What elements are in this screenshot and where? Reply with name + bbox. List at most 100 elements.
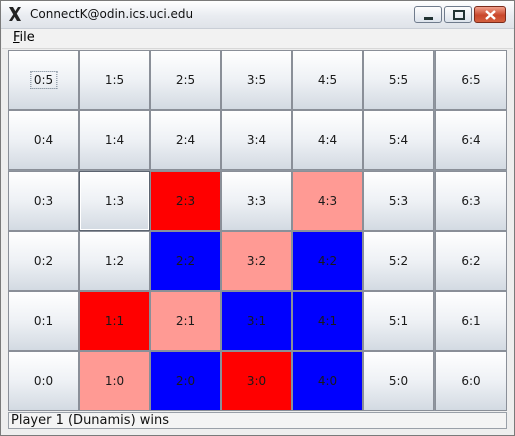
board-cell-label: 4:3 [317, 194, 338, 208]
board-cell-5-3[interactable]: 5:3 [363, 171, 434, 231]
board-cell-label: 6:2 [461, 254, 481, 268]
board-cell-label: 2:4 [175, 133, 196, 147]
game-board: 0:5 1:5 2:5 3:5 4:5 5:5 6:5 0:4 1:4 2:4 3:4 4:4 5:4 6… [8, 50, 507, 411]
board-cell-label: 1:1 [104, 314, 125, 328]
board-cell-4-2[interactable]: 4:2 [292, 231, 363, 291]
board-cell-1-1[interactable]: 1:1 [79, 291, 150, 351]
board-cell-label: 1:5 [104, 73, 125, 87]
board-cell-label: 6:5 [461, 73, 481, 87]
board-cell-3-4[interactable]: 3:4 [221, 110, 292, 170]
board-cell-3-1[interactable]: 3:1 [221, 291, 292, 351]
board-cell-6-4[interactable]: 6:4 [435, 110, 507, 170]
board-cell-1-0[interactable]: 1:0 [79, 351, 150, 411]
close-button[interactable] [474, 6, 506, 23]
board-cell-3-5[interactable]: 3:5 [221, 50, 292, 110]
minimize-icon [424, 17, 433, 20]
board-cell-4-5[interactable]: 4:5 [292, 50, 363, 110]
board-cell-label: 6:4 [461, 133, 481, 147]
title-bar[interactable]: ConnectK@odin.ics.uci.edu [1, 1, 514, 29]
board-cell-label: 5:0 [388, 374, 409, 388]
board-cell-label: 3:3 [246, 194, 267, 208]
board-cell-6-3[interactable]: 6:3 [435, 171, 507, 231]
board-cell-2-4[interactable]: 2:4 [150, 110, 221, 170]
window-title: ConnectK@odin.ics.uci.edu [30, 7, 194, 21]
board-cell-1-5[interactable]: 1:5 [79, 50, 150, 110]
board-cell-label: 6:1 [461, 314, 481, 328]
board-cell-2-5[interactable]: 2:5 [150, 50, 221, 110]
x-window-icon [9, 7, 21, 21]
board-cell-2-2[interactable]: 2:2 [150, 231, 221, 291]
board-cell-0-3[interactable]: 0:3 [8, 171, 79, 231]
board-cell-label: 3:4 [246, 133, 267, 147]
board-cell-3-0[interactable]: 3:0 [221, 351, 292, 411]
board-cell-4-4[interactable]: 4:4 [292, 110, 363, 170]
close-icon [485, 10, 496, 20]
board-cell-label: 3:0 [246, 374, 267, 388]
board-cell-label: 5:1 [388, 314, 409, 328]
board-cell-1-3[interactable]: 1:3 [79, 171, 150, 231]
board-cell-label: 1:2 [104, 254, 125, 268]
board-cell-label: 5:2 [388, 254, 409, 268]
menu-file-rest: ile [19, 30, 35, 45]
board-cell-label: 2:3 [175, 194, 196, 208]
board-cell-5-0[interactable]: 5:0 [363, 351, 434, 411]
board-cell-label: 3:5 [246, 73, 267, 87]
board-cell-4-3[interactable]: 4:3 [292, 171, 363, 231]
board-cell-label: 3:2 [246, 254, 267, 268]
board-cell-label: 4:4 [317, 133, 338, 147]
board-cell-2-0[interactable]: 2:0 [150, 351, 221, 411]
board-cell-0-4[interactable]: 0:4 [8, 110, 79, 170]
board-cell-2-1[interactable]: 2:1 [150, 291, 221, 351]
board-cell-label: 1:3 [104, 194, 125, 208]
board-cell-0-1[interactable]: 0:1 [8, 291, 79, 351]
board-cell-label: 0:0 [33, 374, 54, 388]
board-cell-6-5[interactable]: 6:5 [435, 50, 507, 110]
board-cell-label: 0:4 [33, 133, 54, 147]
status-bar: Player 1 (Dunamis) wins [8, 412, 507, 429]
maximize-icon [453, 10, 465, 20]
board-cell-5-1[interactable]: 5:1 [363, 291, 434, 351]
menu-file-mnemonic: F [13, 30, 20, 45]
board-cell-label: 2:2 [175, 254, 196, 268]
board-cell-4-0[interactable]: 4:0 [292, 351, 363, 411]
board-cell-1-2[interactable]: 1:2 [79, 231, 150, 291]
board-cell-3-2[interactable]: 3:2 [221, 231, 292, 291]
board-cell-label: 6:3 [461, 194, 481, 208]
board-cell-label: 0:1 [33, 314, 54, 328]
board-cell-label: 0:3 [33, 194, 54, 208]
board-cell-5-5[interactable]: 5:5 [363, 50, 434, 110]
maximize-button[interactable] [444, 6, 472, 23]
board-cell-4-1[interactable]: 4:1 [292, 291, 363, 351]
board-cell-5-2[interactable]: 5:2 [363, 231, 434, 291]
board-cell-1-4[interactable]: 1:4 [79, 110, 150, 170]
board-cell-label: 5:4 [388, 133, 409, 147]
board-cell-0-5[interactable]: 0:5 [8, 50, 79, 110]
menu-bar: File [2, 29, 513, 49]
board-cell-2-3[interactable]: 2:3 [150, 171, 221, 231]
board-cell-label: 6:0 [461, 374, 481, 388]
board-cell-label: 2:0 [175, 374, 196, 388]
board-cell-0-0[interactable]: 0:0 [8, 351, 79, 411]
menu-file[interactable]: File [13, 30, 35, 45]
board-cell-6-0[interactable]: 6:0 [435, 351, 507, 411]
board-cell-label: 2:5 [175, 73, 196, 87]
board-cell-label: 0:5 [29, 71, 58, 89]
board-cell-0-2[interactable]: 0:2 [8, 231, 79, 291]
board-cell-6-2[interactable]: 6:2 [435, 231, 507, 291]
board-cell-5-4[interactable]: 5:4 [363, 110, 434, 170]
minimize-button[interactable] [414, 6, 442, 23]
status-text: Player 1 (Dunamis) wins [11, 413, 170, 428]
board-cell-label: 4:5 [317, 73, 338, 87]
board-cell-3-3[interactable]: 3:3 [221, 171, 292, 231]
board-cell-label: 4:2 [317, 254, 338, 268]
board-cell-label: 2:1 [175, 314, 196, 328]
board-cell-label: 1:0 [104, 374, 125, 388]
board-cell-label: 4:1 [317, 314, 338, 328]
board-cell-label: 1:4 [104, 133, 125, 147]
board-cell-label: 5:5 [388, 73, 409, 87]
board-cell-label: 5:3 [388, 194, 409, 208]
board-cell-6-1[interactable]: 6:1 [435, 291, 507, 351]
board-cell-label: 4:0 [317, 374, 338, 388]
board-cell-label: 0:2 [33, 254, 54, 268]
